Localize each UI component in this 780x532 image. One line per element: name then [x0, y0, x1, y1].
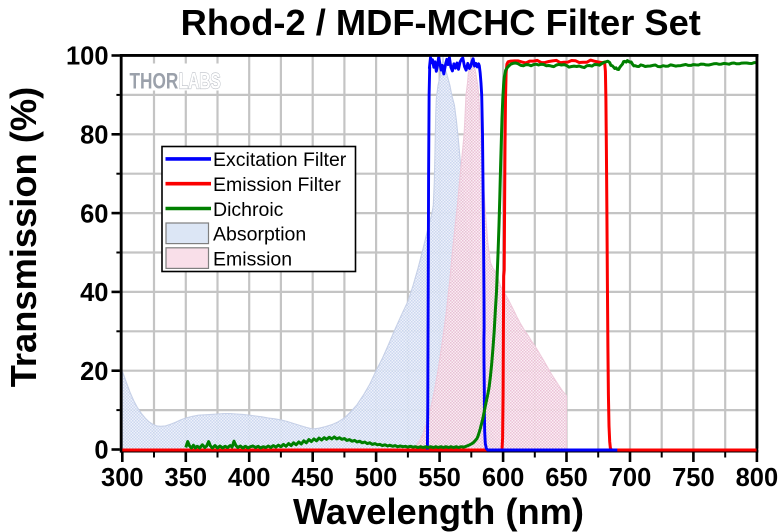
svg-text:Dichroic: Dichroic [213, 199, 284, 221]
svg-text:550: 550 [418, 464, 461, 492]
svg-text:40: 40 [80, 279, 108, 307]
svg-text:400: 400 [228, 464, 271, 492]
svg-text:Emission Filter: Emission Filter [213, 174, 341, 196]
svg-text:800: 800 [736, 464, 779, 492]
svg-text:20: 20 [80, 358, 108, 386]
svg-text:Rhod-2 / MDF-MCHC Filter Set: Rhod-2 / MDF-MCHC Filter Set [181, 2, 701, 43]
svg-text:Excitation Filter: Excitation Filter [213, 149, 347, 171]
svg-text:Transmission (%): Transmission (%) [3, 87, 44, 388]
svg-text:450: 450 [291, 464, 334, 492]
svg-text:650: 650 [545, 464, 588, 492]
svg-text:700: 700 [609, 464, 652, 492]
svg-text:Wavelength (nm): Wavelength (nm) [293, 491, 584, 532]
svg-text:300: 300 [101, 464, 144, 492]
svg-text:THOR: THOR [130, 69, 179, 94]
svg-text:Emission: Emission [213, 248, 292, 270]
svg-text:60: 60 [80, 200, 108, 228]
svg-text:600: 600 [482, 464, 525, 492]
svg-text:0: 0 [94, 437, 108, 465]
svg-text:500: 500 [355, 464, 398, 492]
svg-text:Absorption: Absorption [213, 224, 306, 246]
svg-text:750: 750 [672, 464, 715, 492]
svg-text:350: 350 [165, 464, 208, 492]
svg-text:LABS: LABS [179, 69, 221, 94]
svg-text:100: 100 [66, 43, 109, 71]
svg-text:80: 80 [80, 122, 108, 150]
